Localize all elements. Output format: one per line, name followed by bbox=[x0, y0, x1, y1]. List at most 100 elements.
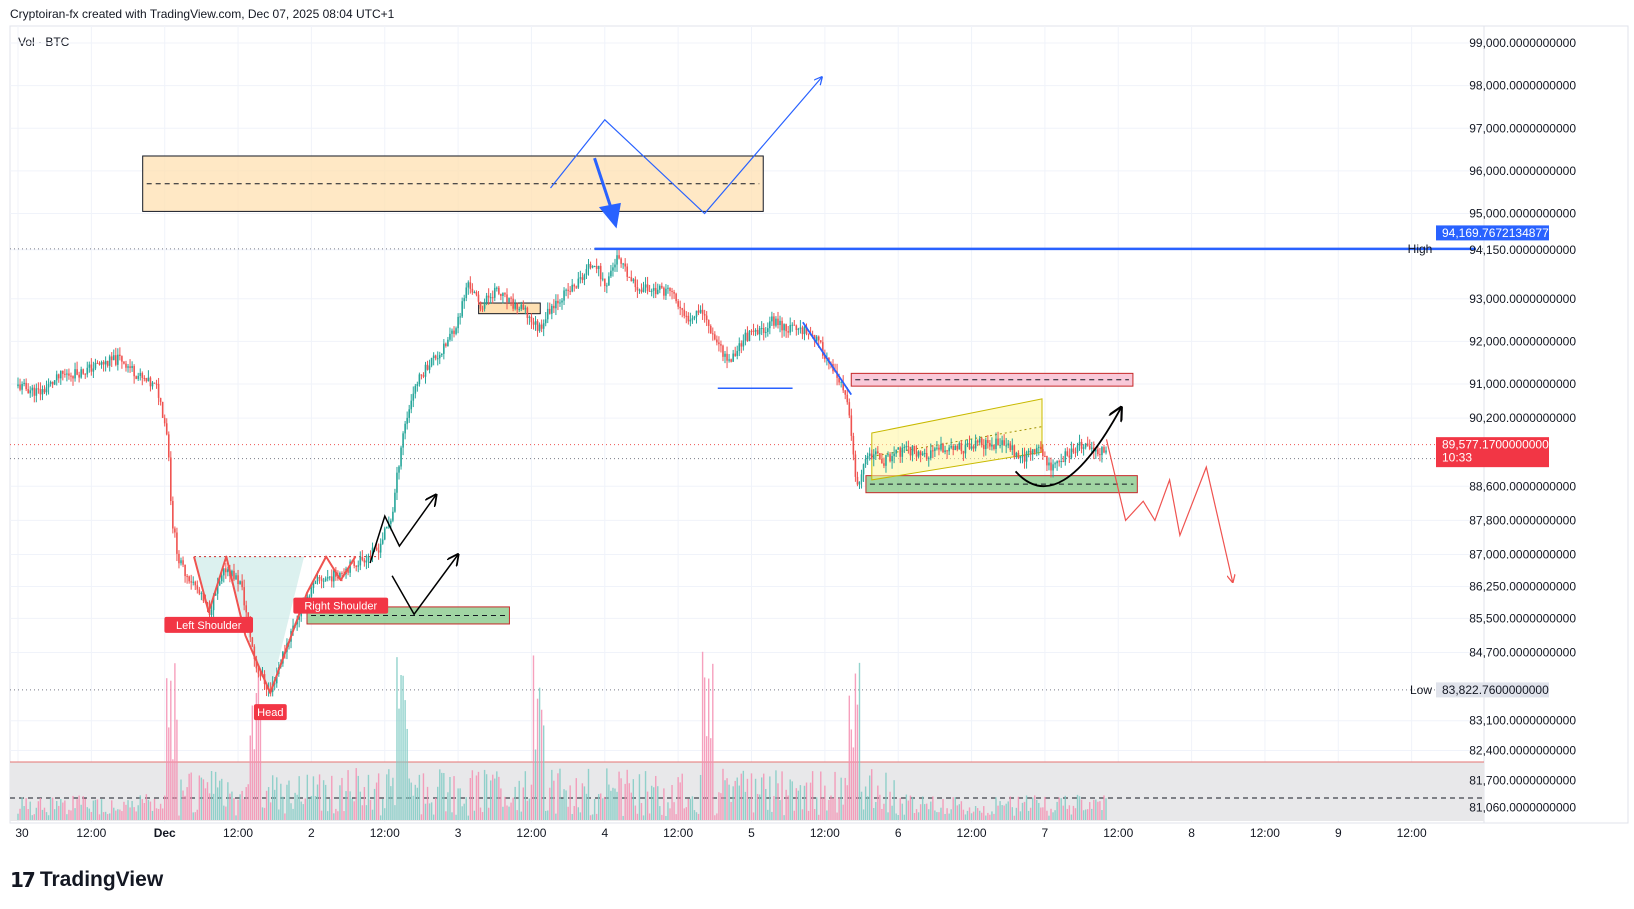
candle-body bbox=[781, 320, 783, 331]
candle-body bbox=[573, 284, 576, 287]
candle-body bbox=[428, 365, 431, 370]
candle-body bbox=[648, 290, 651, 292]
candle-body bbox=[90, 364, 93, 372]
candle-body bbox=[390, 520, 392, 524]
volume-bar bbox=[820, 771, 822, 820]
candle-body bbox=[526, 307, 529, 318]
volume-bar bbox=[640, 803, 643, 820]
tradingview-logo[interactable]: 17 TradingView bbox=[10, 868, 163, 892]
volume-bar bbox=[221, 778, 223, 820]
volume-bar bbox=[271, 775, 274, 820]
volume-bar bbox=[35, 807, 38, 820]
volume-bar bbox=[17, 813, 19, 820]
volume-bar bbox=[457, 788, 459, 820]
candle-body bbox=[514, 303, 516, 309]
volume-bar bbox=[616, 791, 618, 820]
candle-body bbox=[434, 355, 437, 359]
candle-body bbox=[942, 443, 944, 453]
volume-bar bbox=[284, 813, 286, 820]
volume-bar bbox=[791, 781, 793, 820]
volume-bar bbox=[1060, 798, 1062, 820]
candle-body bbox=[817, 336, 820, 341]
candle-body bbox=[112, 355, 115, 361]
volume-bar bbox=[428, 803, 431, 820]
volume-bar bbox=[249, 735, 251, 820]
candle-body bbox=[157, 383, 160, 398]
volume-bar bbox=[655, 775, 657, 820]
volume-bar bbox=[453, 776, 455, 820]
candle-body bbox=[308, 596, 311, 598]
candle-body bbox=[819, 340, 822, 343]
drawings: Left Shoulder Head Right Shoulder bbox=[164, 77, 1476, 721]
volume-bar bbox=[263, 807, 266, 820]
volume-bar bbox=[754, 778, 757, 820]
volume-bar bbox=[139, 795, 141, 820]
candle-body bbox=[163, 417, 166, 424]
candle-body bbox=[775, 318, 777, 326]
candle-body bbox=[37, 388, 40, 390]
volume-bar bbox=[604, 796, 606, 820]
candle-body bbox=[659, 285, 661, 290]
volume-bar bbox=[962, 809, 965, 820]
candle-body bbox=[68, 373, 70, 376]
candle-body bbox=[508, 297, 510, 303]
volume-bar bbox=[926, 803, 928, 820]
volume-bar bbox=[524, 771, 527, 820]
volume-bar bbox=[970, 813, 973, 820]
price-axis[interactable]: 99,000.0000000000 98,000.0000000000 97,000… bbox=[1469, 36, 1576, 815]
volume-bar bbox=[214, 771, 217, 820]
candle-body bbox=[681, 308, 684, 310]
volume-bar bbox=[41, 809, 44, 820]
candle-body bbox=[903, 446, 906, 448]
volume-bar bbox=[889, 791, 891, 820]
candle-body bbox=[483, 302, 486, 309]
candle-body bbox=[184, 564, 186, 577]
volume-bar bbox=[111, 800, 113, 820]
volume-bar bbox=[697, 813, 700, 820]
volume-bar bbox=[253, 749, 256, 820]
volume-bar bbox=[909, 795, 912, 820]
time-axis[interactable]: 30 12:00 Dec 12:00 2 12:00 3 12:00 4 12:00 5 12:00 6… bbox=[15, 826, 1427, 840]
candle-body bbox=[636, 287, 639, 291]
volume-bar bbox=[577, 807, 580, 820]
pattern-label: Left Shoulder bbox=[176, 620, 242, 632]
candle-body bbox=[614, 264, 616, 268]
volume-bar bbox=[877, 785, 879, 820]
candle-body bbox=[779, 320, 781, 326]
volume-bar bbox=[404, 700, 406, 820]
volume-bar bbox=[490, 780, 492, 820]
candle-body bbox=[858, 481, 861, 485]
volume-indicator-label[interactable]: Vol · BTC bbox=[18, 35, 70, 49]
high-price-badge: 94,169.7672134877 bbox=[1442, 226, 1549, 240]
volume-bar bbox=[327, 811, 329, 820]
candle-body bbox=[243, 587, 245, 606]
time-axis-label: 8 bbox=[1188, 826, 1195, 840]
volume-bar bbox=[1050, 808, 1052, 820]
candle-body bbox=[353, 561, 355, 566]
candle-body bbox=[455, 328, 457, 334]
candle-body bbox=[41, 389, 44, 395]
volume-bar bbox=[159, 803, 162, 820]
candle-body bbox=[96, 362, 99, 364]
volume-bar bbox=[512, 797, 514, 820]
volume-bar bbox=[47, 815, 50, 820]
candle-body bbox=[463, 298, 466, 302]
volume-bar bbox=[1001, 805, 1003, 820]
volume-bar bbox=[131, 800, 133, 820]
price-axis-label: 94,150.0000000000 bbox=[1469, 243, 1576, 257]
candle-body bbox=[610, 270, 612, 277]
candle-body bbox=[577, 278, 580, 288]
candle-body bbox=[485, 295, 488, 303]
volume-bar bbox=[995, 797, 997, 820]
candle-body bbox=[457, 316, 459, 329]
candle-body bbox=[512, 298, 514, 309]
candle-body bbox=[475, 292, 478, 295]
volume-bar bbox=[414, 784, 417, 820]
candle-body bbox=[210, 610, 213, 615]
volume-bar bbox=[614, 788, 616, 820]
volume-bar bbox=[426, 786, 429, 820]
volume-bar bbox=[993, 813, 995, 820]
candle-body bbox=[693, 316, 696, 319]
candle-body bbox=[604, 278, 606, 286]
